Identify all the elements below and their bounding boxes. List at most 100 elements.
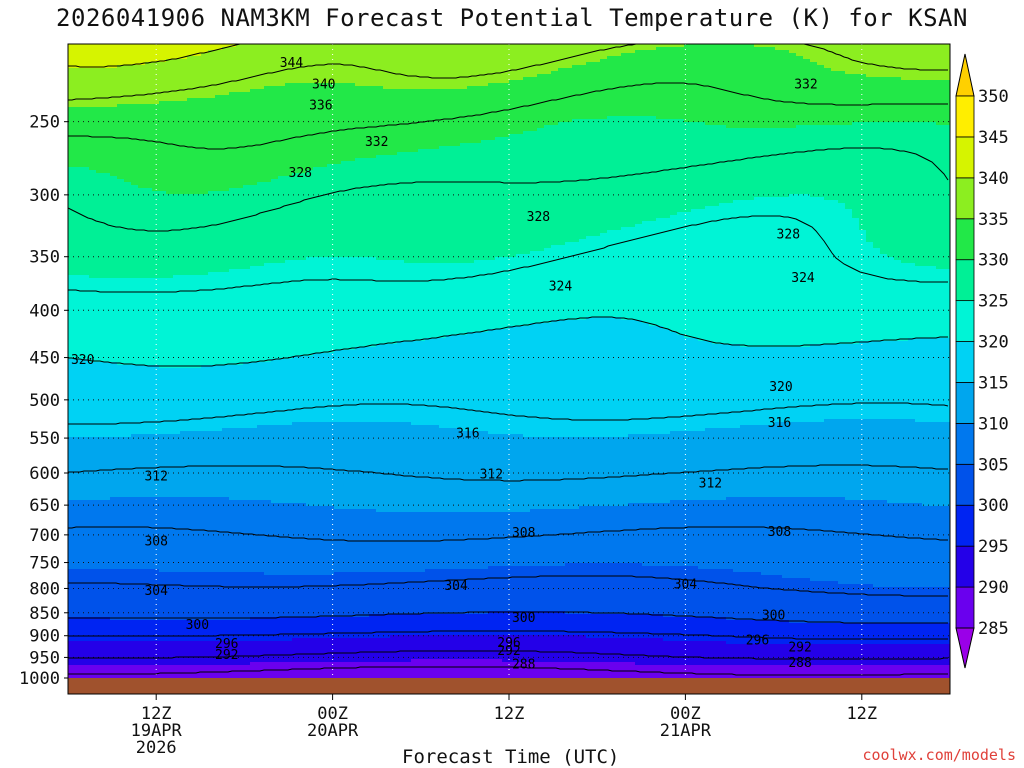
theta-fill-cell (691, 44, 699, 123)
theta-fill-cell (775, 197, 783, 348)
theta-fill-cell (166, 194, 174, 279)
theta-fill-cell (733, 620, 741, 645)
theta-fill-cell (68, 359, 76, 438)
theta-fill-cell (530, 509, 538, 567)
theta-fill-cell (124, 620, 132, 642)
y-tick-label: 550 (29, 429, 60, 449)
theta-fill-cell (110, 176, 118, 279)
theta-fill-cell (75, 665, 83, 678)
theta-fill-cell (103, 641, 111, 666)
theta-fill-cell (243, 572, 251, 621)
theta-fill-cell (873, 587, 881, 624)
theta-fill-cell (166, 368, 174, 435)
theta-fill-cell (824, 644, 832, 666)
watermark-link[interactable]: coolwx.com/models (862, 746, 1016, 764)
theta-fill-cell (362, 347, 370, 423)
theta-fill-cell (922, 338, 930, 423)
theta-fill-cell (481, 260, 489, 333)
theta-fill-cell (670, 215, 678, 333)
theta-fill-cell (285, 641, 293, 663)
theta-fill-cell (145, 497, 153, 570)
theta-fill-cell (726, 44, 734, 129)
theta-fill-cell (467, 86, 475, 144)
theta-fill-cell (467, 635, 475, 660)
theta-fill-cell (845, 209, 853, 345)
theta-fill-cell (292, 260, 300, 357)
contour-label: 300 (762, 609, 785, 624)
theta-fill-cell (712, 641, 720, 666)
theta-fill-cell (306, 575, 314, 618)
theta-fill-cell (250, 428, 258, 501)
contour-line-336 (68, 44, 948, 101)
theta-fill-cell (733, 572, 741, 621)
theta-fill-cell (712, 44, 720, 126)
contour-label: 324 (791, 271, 815, 286)
theta-fill-cell (222, 641, 230, 666)
theta-fill-cell (411, 659, 419, 678)
theta-fill-cell (558, 611, 566, 636)
theta-fill-cell (607, 614, 615, 639)
y-tick-label: 450 (29, 349, 60, 369)
theta-fill-cell (194, 368, 202, 432)
theta-fill-cell (775, 497, 783, 576)
theta-fill-cell (551, 44, 559, 72)
theta-fill-cell (740, 44, 748, 129)
theta-fill-cell (775, 422, 783, 498)
contour-label: 292 (215, 648, 238, 663)
theta-fill-cell (488, 44, 496, 84)
theta-fill-cell (418, 425, 426, 513)
theta-fill-cell (89, 617, 97, 642)
theta-fill-cell (803, 623, 811, 645)
theta-fill-cell (243, 44, 251, 93)
theta-fill-cell (642, 323, 650, 435)
theta-fill-cell (642, 638, 650, 666)
y-tick-label: 400 (29, 301, 60, 321)
theta-fill-cell (803, 347, 811, 423)
theta-fill-cell (572, 614, 580, 636)
theta-fill-cell (117, 641, 125, 666)
theta-fill-cell (782, 44, 790, 51)
theta-fill-cell (215, 95, 223, 192)
theta-fill-cell (152, 434, 160, 498)
theta-fill-cell (355, 572, 363, 618)
theta-fill-cell (796, 578, 804, 624)
theta-fill-cell (348, 422, 356, 510)
theta-fill-cell (243, 620, 251, 642)
colorbar-swatch (955, 382, 975, 424)
theta-fill-cell (474, 614, 482, 636)
theta-fill-cell (852, 419, 860, 501)
theta-fill-cell (789, 44, 797, 54)
theta-fill-cell (894, 623, 902, 645)
theta-fill-cell (327, 257, 335, 354)
theta-fill-cell (250, 89, 258, 186)
theta-fill-cell (481, 140, 489, 261)
theta-fill-cell (82, 44, 90, 69)
theta-fill-cell (593, 563, 601, 615)
theta-fill-cell (194, 194, 202, 276)
theta-fill-cell (362, 158, 370, 258)
theta-fill-cell (502, 257, 510, 330)
theta-fill-cell (572, 635, 580, 663)
theta-fill-cell (789, 578, 797, 624)
theta-fill-cell (215, 50, 223, 96)
theta-fill-cell (866, 665, 874, 678)
theta-fill-cell (754, 47, 762, 129)
theta-fill-cell (824, 581, 832, 624)
theta-fill-cell (89, 437, 97, 501)
theta-fill-cell (96, 278, 104, 363)
theta-fill-cell (278, 263, 286, 360)
theta-fill-cell (110, 620, 118, 642)
theta-fill-cell (439, 338, 447, 429)
theta-fill-cell (894, 341, 902, 420)
theta-fill-cell (789, 497, 797, 579)
theta-fill-cell (243, 269, 251, 363)
theta-fill-cell (894, 665, 902, 678)
theta-fill-cell (929, 623, 937, 645)
theta-fill-cell (523, 131, 531, 255)
theta-fill-cell (327, 662, 335, 678)
theta-fill-cell (460, 335, 468, 432)
theta-fill-cell (348, 350, 356, 423)
theta-fill-cell (929, 338, 937, 423)
theta-fill-cell (376, 344, 384, 423)
theta-fill-cell (257, 641, 265, 663)
